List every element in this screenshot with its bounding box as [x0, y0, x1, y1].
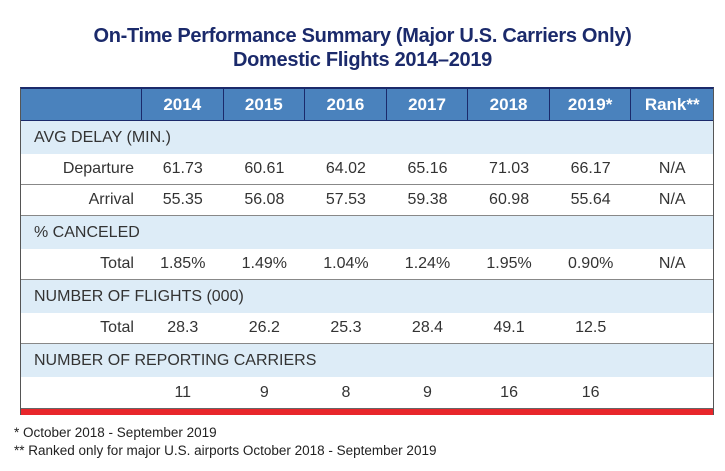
header-cell-2018: 2018 [468, 89, 550, 120]
section-label: NUMBER OF FLIGHTS (000) [34, 287, 244, 305]
table-cell: 59.38 [407, 191, 448, 208]
table-row-carriers: 11 9 8 9 16 16 [21, 377, 713, 408]
table-cell: 65.16 [407, 160, 448, 177]
table-cell: 55.64 [570, 191, 611, 208]
header-cell-2016: 2016 [305, 89, 387, 120]
footnote-1: * October 2018 - September 2019 [14, 425, 217, 440]
table-cell: 61.73 [162, 160, 203, 177]
table-cell: 9 [259, 383, 269, 401]
table-cell: 28.3 [167, 319, 199, 336]
section-row-avg-delay: AVG DELAY (MIN.) [21, 121, 713, 154]
accent-bar [21, 408, 713, 415]
table-cell: 9 [423, 383, 432, 401]
row-label: Departure [62, 160, 134, 177]
table-cell: 0.90% [567, 255, 614, 272]
header-cell-rank: Rank** [644, 94, 700, 114]
performance-table: 2014 2015 2016 2017 2018 2019* Rank** AV… [20, 87, 714, 415]
row-label: Total [100, 319, 134, 336]
table-row-departure: Departure 61.73 60.61 64.02 65.16 71.03 … [21, 154, 713, 185]
table-header-row: 2014 2015 2016 2017 2018 2019* Rank** [21, 89, 713, 121]
footnotes: * October 2018 - September 2019 ** Ranke… [14, 424, 436, 460]
section-label: NUMBER OF REPORTING CARRIERS [34, 351, 317, 369]
table-cell: N/A [658, 191, 686, 208]
table-cell: 66.17 [570, 160, 611, 177]
table-cell: N/A [658, 160, 686, 177]
table-cell: 8 [341, 383, 351, 401]
table-cell: 1.49% [241, 255, 288, 272]
section-label: % CANCELED [34, 223, 140, 241]
table-cell: 49.1 [493, 319, 525, 336]
table-cell: 1.04% [323, 255, 369, 272]
page-title: On-Time Performance Summary (Major U.S. … [0, 24, 725, 72]
section-row-carriers: NUMBER OF REPORTING CARRIERS [21, 344, 713, 377]
title-line-1: On-Time Performance Summary (Major U.S. … [93, 25, 632, 47]
table-row-arrival: Arrival 55.35 56.08 57.53 59.38 60.98 55… [21, 185, 713, 216]
section-row-canceled: % CANCELED [21, 216, 713, 249]
table-cell: 16 [581, 383, 600, 401]
table-cell [631, 313, 713, 343]
header-cell-2017: 2017 [387, 89, 469, 120]
table-cell: 11 [174, 383, 192, 401]
section-label: AVG DELAY (MIN.) [34, 128, 171, 146]
row-label: Total [100, 255, 134, 272]
row-label [21, 377, 142, 408]
header-cell-blank [21, 89, 142, 120]
table-row-canceled-total: Total 1.85% 1.49% 1.04% 1.24% 1.95% 0.90… [21, 249, 713, 280]
row-label: Arrival [88, 191, 134, 208]
table-cell: 1.95% [486, 255, 532, 272]
table-cell: 28.4 [411, 319, 444, 336]
table-cell: 1.24% [404, 255, 451, 272]
table-cell: 60.61 [244, 160, 285, 177]
table-cell: 25.3 [330, 319, 362, 336]
table-cell: 56.08 [244, 191, 285, 208]
footnote-2: ** Ranked only for major U.S. airports O… [14, 443, 437, 458]
header-cell-2015: 2015 [224, 89, 306, 120]
table-cell: 12.5 [575, 319, 607, 336]
section-row-flights: NUMBER OF FLIGHTS (000) [21, 280, 713, 313]
table-cell [631, 377, 713, 408]
title-line-2: Domestic Flights 2014–2019 [233, 49, 492, 71]
table-cell: 60.98 [489, 191, 530, 208]
table-cell: N/A [658, 255, 686, 272]
table-cell: 26.2 [248, 319, 280, 336]
table-cell: 1.85% [160, 255, 206, 272]
table-cell: 71.03 [489, 160, 530, 177]
table-cell: 57.53 [325, 191, 366, 208]
table-cell: 64.02 [325, 160, 366, 177]
header-cell-2019: 2019* [550, 89, 632, 120]
header-cell-2014: 2014 [142, 89, 224, 120]
table-cell: 55.35 [162, 191, 203, 208]
table-row-flights-total: Total 28.3 26.2 25.3 28.4 49.1 12.5 [21, 313, 713, 344]
table-cell: 16 [500, 383, 518, 401]
